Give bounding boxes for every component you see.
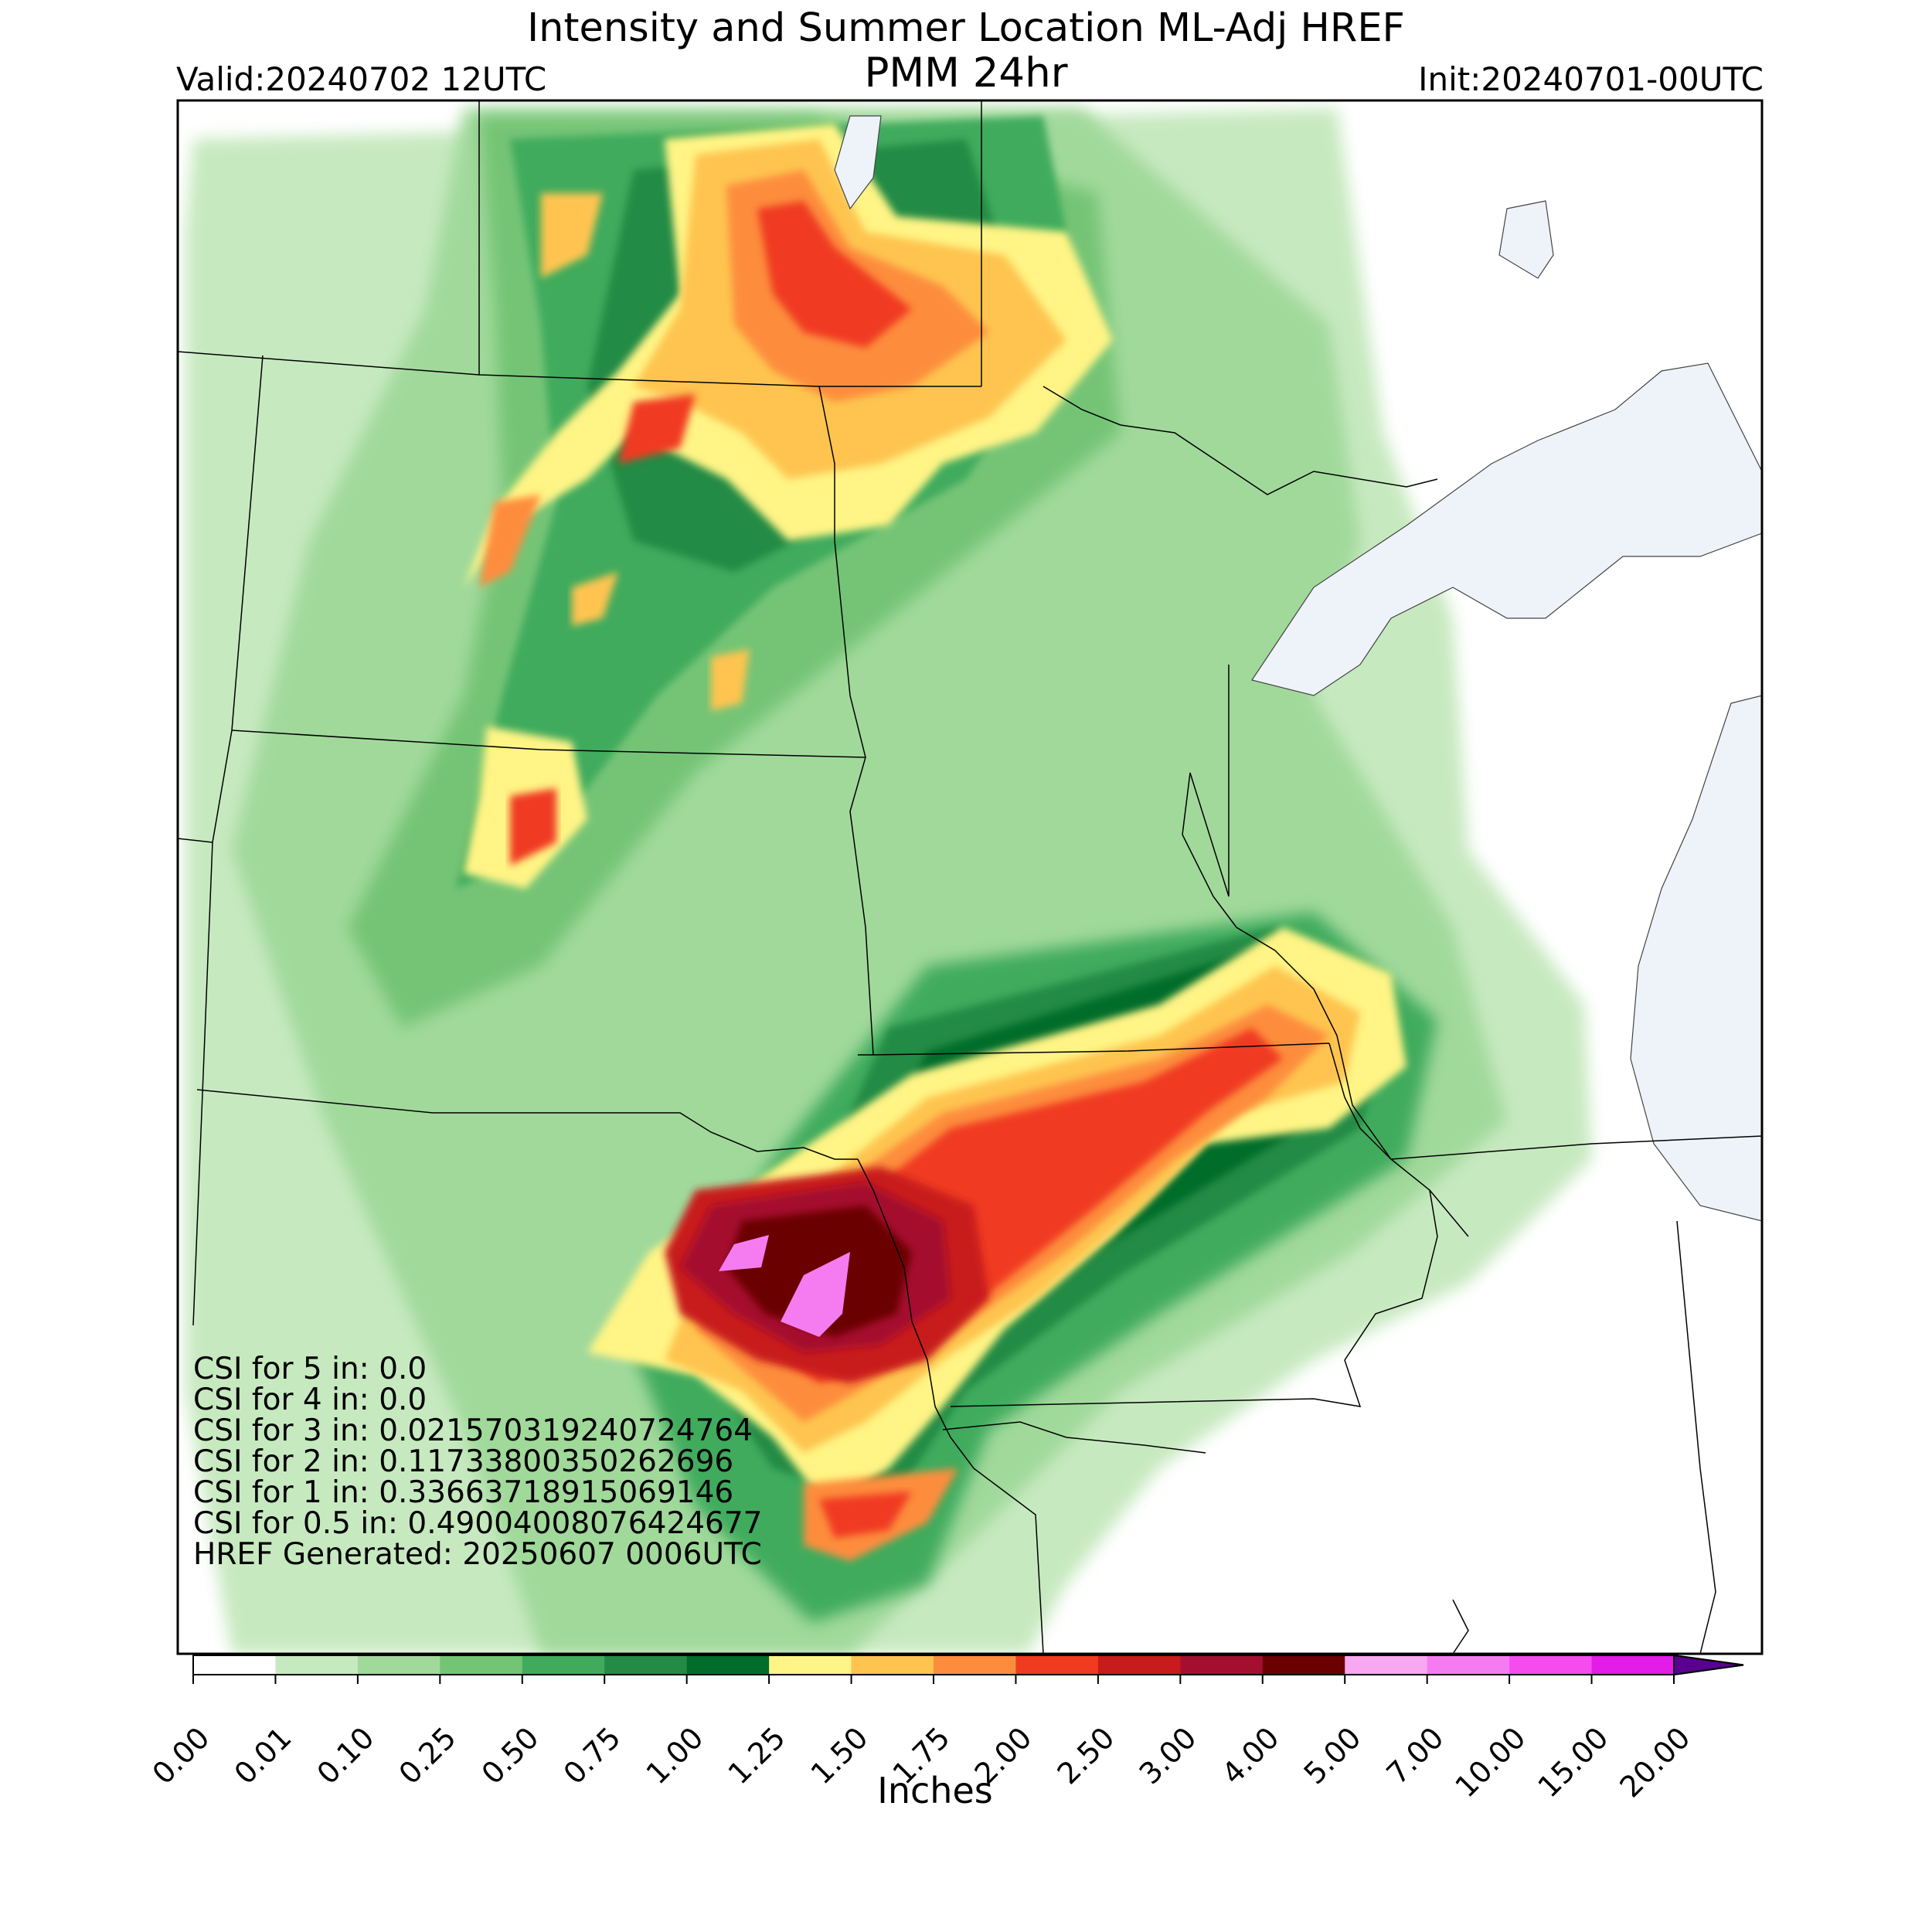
colorbar-segment bbox=[1345, 1655, 1428, 1675]
colorbar-segment bbox=[851, 1655, 934, 1675]
colorbar-segment bbox=[769, 1655, 852, 1675]
map-title: Intensity and Summer Location ML-Adj HRE… bbox=[527, 5, 1405, 51]
colorbar-segment bbox=[522, 1655, 605, 1675]
csi-line: CSI for 2 in: 0.11733800350262696 bbox=[193, 1444, 734, 1479]
csi-line: HREF Generated: 20250607 0006UTC bbox=[193, 1537, 762, 1572]
csi-line: CSI for 5 in: 0.0 bbox=[193, 1352, 427, 1386]
colorbar bbox=[192, 1654, 1744, 1684]
colorbar-segment bbox=[934, 1655, 1016, 1675]
csi-line: CSI for 1 in: 0.33663718915069146 bbox=[193, 1475, 734, 1510]
init-time-label: Init:20240701-00UTC bbox=[1418, 60, 1764, 98]
colorbar-extend-arrow bbox=[1673, 1654, 1744, 1676]
colorbar-segment bbox=[604, 1655, 688, 1675]
map-frame bbox=[176, 99, 1764, 1655]
colorbar-segment bbox=[686, 1655, 770, 1675]
colorbar-segment bbox=[1427, 1655, 1510, 1675]
great-lakes bbox=[834, 115, 1763, 1222]
map-subtitle: PMM 24hr bbox=[864, 49, 1068, 97]
colorbar-segment bbox=[440, 1655, 523, 1675]
colorbar-segment bbox=[1097, 1655, 1181, 1675]
precip-field bbox=[185, 108, 1592, 1654]
colorbar-label: Inches bbox=[877, 1770, 993, 1811]
colorbar-segment bbox=[193, 1655, 276, 1675]
csi-line: CSI for 0.5 in: 0.49004008076424677 bbox=[193, 1506, 763, 1541]
colorbar-outline bbox=[192, 1655, 1744, 1675]
colorbar-segment bbox=[1262, 1655, 1345, 1675]
colorbar-segment bbox=[1015, 1655, 1099, 1675]
csi-line: CSI for 4 in: 0.0 bbox=[193, 1383, 427, 1417]
colorbar-segment bbox=[275, 1655, 359, 1675]
colorbar-segment bbox=[1180, 1655, 1264, 1675]
valid-time-label: Valid:20240702 12UTC bbox=[176, 60, 547, 98]
colorbar-segment bbox=[1509, 1655, 1593, 1675]
colorbar-segment bbox=[357, 1655, 440, 1675]
csi-line: CSI for 3 in: 0.021570319240724764 bbox=[193, 1413, 753, 1448]
colorbar-segment bbox=[1591, 1655, 1675, 1675]
state-borders bbox=[177, 100, 1763, 1655]
